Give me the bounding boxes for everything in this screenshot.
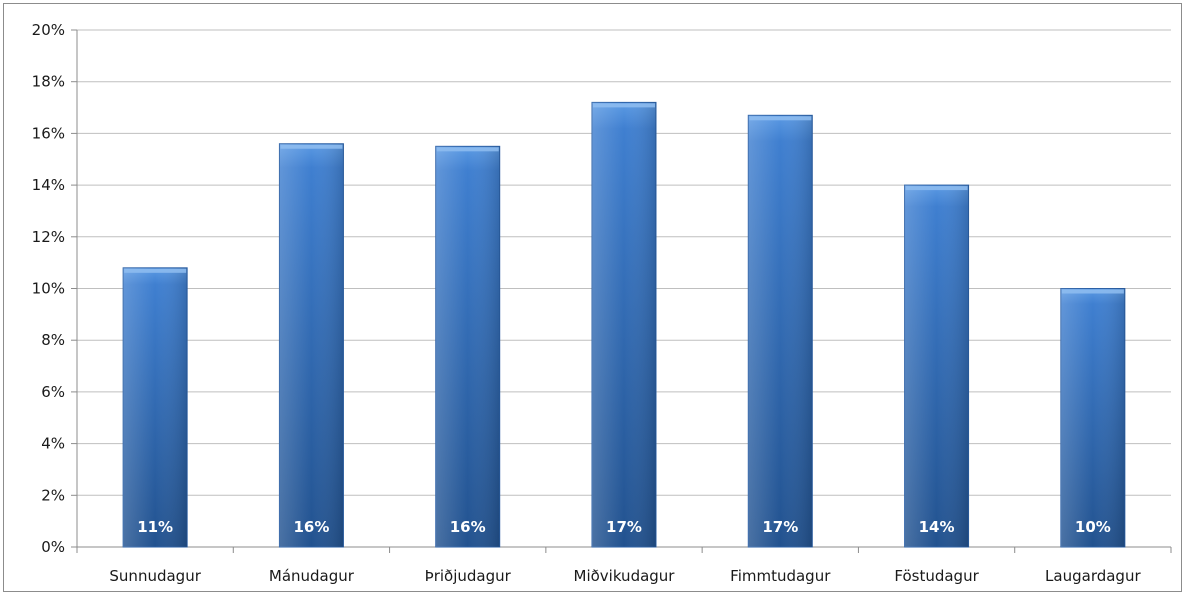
bar-highlight	[749, 116, 812, 121]
bar	[122, 267, 188, 548]
bar-highlight	[593, 103, 655, 108]
bar	[1060, 288, 1126, 548]
y-tick-label: 20%	[32, 21, 65, 39]
x-category-label: Sunnudagur	[109, 567, 201, 585]
data-label: 14%	[919, 518, 955, 536]
y-tick-label: 18%	[32, 73, 65, 91]
y-tick-label: 8%	[41, 331, 65, 349]
x-category-label: Mánudagur	[269, 567, 355, 585]
grid-lines	[77, 29, 1171, 496]
x-category-label: Föstudagur	[894, 567, 979, 585]
data-label: 10%	[1075, 518, 1111, 536]
data-label: 11%	[137, 518, 173, 536]
y-tick-labels: 0% 2% 4% 6% 8% 10% 12% 14% 16% 18% 20%	[32, 21, 65, 556]
bar	[747, 114, 813, 548]
bar-shade	[123, 267, 188, 547]
bar-shade	[435, 146, 500, 547]
x-category-label: Laugardagur	[1045, 567, 1141, 585]
bar-shade	[904, 185, 969, 547]
data-label: 16%	[293, 518, 329, 536]
bar-shade	[748, 115, 813, 548]
x-category-labels: Sunnudagur Mánudagur Þriðjudagur Miðvikudag…	[109, 567, 1141, 585]
y-tick-label: 12%	[32, 228, 65, 246]
bar	[904, 184, 970, 548]
y-tick-label: 0%	[41, 538, 65, 556]
y-tick-label: 14%	[32, 176, 65, 194]
bars	[122, 101, 1126, 548]
bar-highlight	[905, 186, 968, 191]
y-tick-label: 2%	[41, 486, 65, 504]
y-tick-label: 16%	[32, 124, 65, 142]
data-label: 16%	[450, 518, 486, 536]
bar-shade	[279, 143, 344, 548]
x-category-label: Miðvikudagur	[574, 567, 676, 585]
bar-highlight	[124, 268, 187, 273]
y-tick-label: 6%	[41, 383, 65, 401]
bar	[435, 145, 501, 548]
data-label: 17%	[762, 518, 798, 536]
bar-highlight	[1061, 289, 1124, 294]
bar	[278, 143, 344, 548]
bar-highlight	[280, 144, 343, 149]
bar-shade	[1060, 288, 1125, 547]
data-labels: 11% 16% 16% 17% 17% 14% 10%	[137, 518, 1111, 536]
y-tick-label: 10%	[32, 280, 65, 298]
data-label: 17%	[606, 518, 642, 536]
bar-highlight	[436, 147, 499, 152]
bar	[591, 101, 657, 548]
bar-shade	[592, 102, 656, 547]
x-category-label: Fimmtudagur	[730, 567, 831, 585]
y-tick-label: 4%	[41, 435, 65, 453]
x-category-label: Þriðjudagur	[425, 567, 512, 585]
